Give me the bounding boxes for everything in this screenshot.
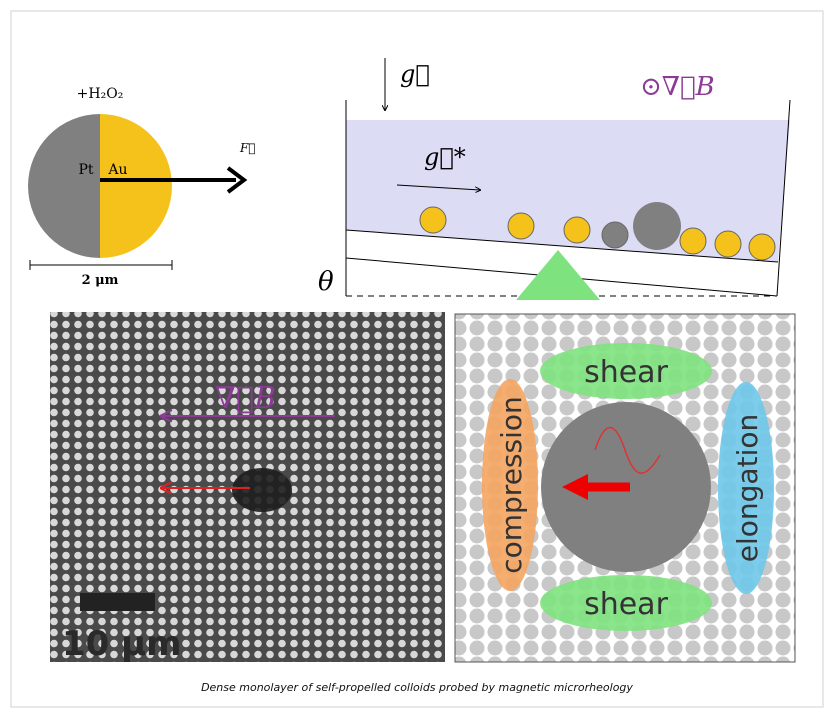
scale-label: 2 μm (82, 273, 119, 288)
angle: θ (318, 267, 334, 297)
particle (680, 228, 706, 254)
compression-label: compression (495, 396, 528, 574)
particle (564, 217, 590, 243)
particle (420, 207, 446, 233)
particle (749, 234, 775, 260)
field: ⊙∇⃗B (640, 72, 715, 102)
pt-label: Pt (78, 162, 93, 178)
caption: Dense monolayer of self-propelled colloi… (201, 681, 633, 694)
micrograph-field: ∇⃗B (215, 381, 276, 416)
particle (715, 231, 741, 257)
shear-bottom: shear (584, 587, 668, 622)
probe-shadow (232, 468, 292, 512)
page: {"figure": { "janus": {"reagent": "+H₂O₂… (0, 0, 834, 718)
figure: +H₂O₂ Pt Au F⃗ 2 μm θ g⃗ ⊙∇⃗B g⃗* ∇⃗B 10… (0, 0, 834, 718)
micro-scale-label: 10 μm (62, 624, 182, 664)
particle (602, 222, 628, 248)
force-label: F⃗ (239, 141, 256, 155)
micro-scale-bar (80, 593, 155, 611)
particle (508, 213, 534, 239)
body: +H₂O₂ Pt Au F⃗ 2 μm θ g⃗ ⊙∇⃗B g⃗* ∇⃗B 10… (0, 0, 834, 718)
reagent: +H₂O₂ (77, 86, 124, 102)
effective-gravity: g⃗* (424, 143, 466, 171)
gravity: g⃗ (400, 60, 430, 88)
elongation-label: elongation (731, 414, 764, 562)
probe (633, 202, 681, 250)
au-label: Au (107, 162, 127, 178)
shear-top: shear (584, 355, 668, 390)
